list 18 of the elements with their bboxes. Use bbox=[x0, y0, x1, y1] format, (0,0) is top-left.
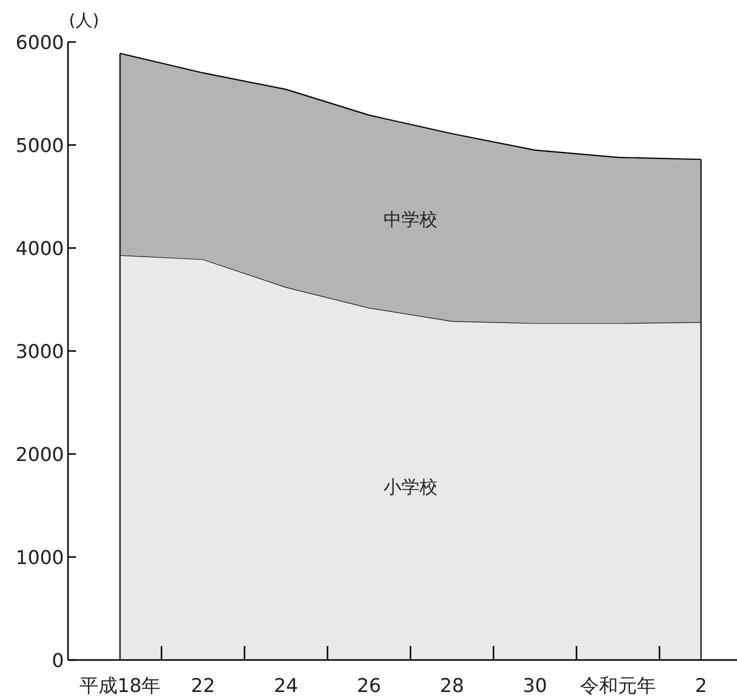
y-tick-label: 6000 bbox=[16, 32, 64, 54]
x-tick-label: 24 bbox=[274, 675, 298, 697]
x-tick-label: 令和元年 bbox=[580, 675, 656, 697]
y-tick-label: 1000 bbox=[16, 547, 64, 569]
y-tick-label: 5000 bbox=[16, 135, 64, 157]
y-axis-title: (人) bbox=[68, 11, 100, 31]
y-tick-label: 0 bbox=[52, 650, 64, 672]
x-tick-label: 2 bbox=[694, 675, 708, 697]
x-tick-label: 22 bbox=[190, 675, 216, 697]
y-tick-label: 2000 bbox=[16, 444, 64, 466]
x-tick-label: 30 bbox=[522, 675, 548, 697]
series-label: 中学校 bbox=[384, 209, 438, 230]
x-tick-label: 26 bbox=[356, 675, 382, 697]
x-tick-label: 28 bbox=[440, 675, 464, 697]
y-tick-label: 4000 bbox=[16, 238, 64, 260]
series-label: 小学校 bbox=[384, 477, 438, 498]
y-tick-label: 3000 bbox=[16, 341, 64, 363]
x-tick-label: 平成18年 bbox=[79, 675, 161, 697]
